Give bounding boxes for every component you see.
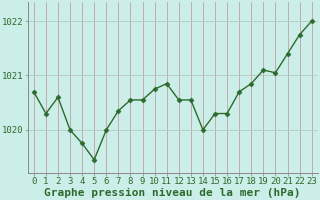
X-axis label: Graphe pression niveau de la mer (hPa): Graphe pression niveau de la mer (hPa): [44, 188, 301, 198]
